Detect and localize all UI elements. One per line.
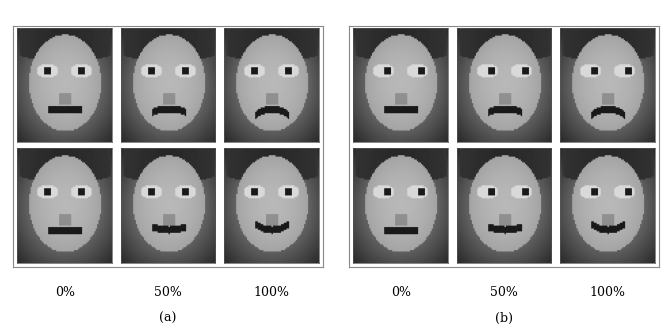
Text: 100%: 100% [589, 286, 625, 299]
Text: (a): (a) [159, 312, 177, 325]
Text: 50%: 50% [154, 286, 182, 299]
Text: 0%: 0% [391, 286, 411, 299]
Text: 0%: 0% [55, 286, 75, 299]
Text: 100%: 100% [253, 286, 289, 299]
Text: 50%: 50% [490, 286, 518, 299]
Text: (b): (b) [495, 312, 513, 325]
